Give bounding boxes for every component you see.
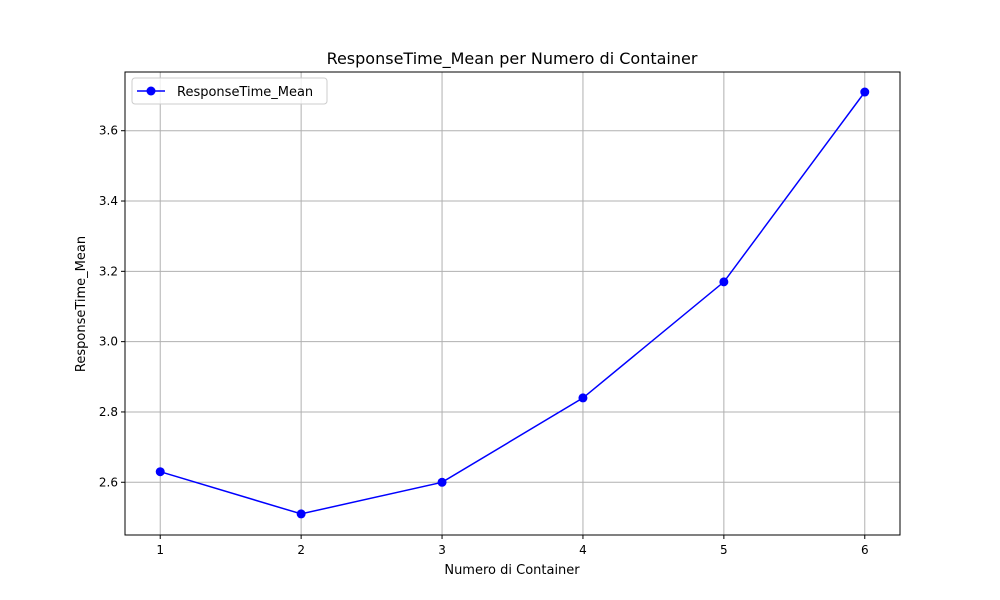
series-layer xyxy=(155,87,870,519)
data-point xyxy=(296,509,306,519)
y-tick-label: 3.0 xyxy=(99,335,118,349)
x-axis-label: Numero di Container xyxy=(444,563,580,578)
x-tick-label: 5 xyxy=(720,543,728,557)
y-tick-label: 3.6 xyxy=(99,124,118,138)
x-tick-label: 1 xyxy=(156,543,164,557)
y-tick-label: 3.2 xyxy=(99,264,118,278)
x-tick-label: 6 xyxy=(861,543,869,557)
series-line xyxy=(159,91,866,515)
data-point xyxy=(719,277,729,287)
y-axis-label: ResponseTime_Mean xyxy=(74,236,89,372)
legend-marker-swatch xyxy=(146,86,156,96)
legend-box xyxy=(131,77,328,105)
data-point xyxy=(578,393,588,403)
x-tick-label: 4 xyxy=(579,543,587,557)
data-point xyxy=(437,477,447,487)
legend-entry-label: ResponseTime_Mean xyxy=(177,85,313,100)
data-point xyxy=(860,87,870,97)
grid xyxy=(125,72,900,535)
plot-area xyxy=(124,71,901,536)
y-tick-label: 3.4 xyxy=(99,194,118,208)
y-tick-label: 2.6 xyxy=(99,475,118,489)
chart-title: ResponseTime_Mean per Numero di Containe… xyxy=(327,49,698,69)
axis-ticks: 1 2 3 4 5 6 2.6 2.8 3.0 3.2 3.4 3.6 xyxy=(99,124,869,557)
x-tick-label: 3 xyxy=(438,543,446,557)
legend: ResponseTime_Mean xyxy=(131,77,328,105)
y-tick-label: 2.8 xyxy=(99,405,118,419)
x-tick-label: 2 xyxy=(297,543,305,557)
data-point xyxy=(155,467,165,477)
